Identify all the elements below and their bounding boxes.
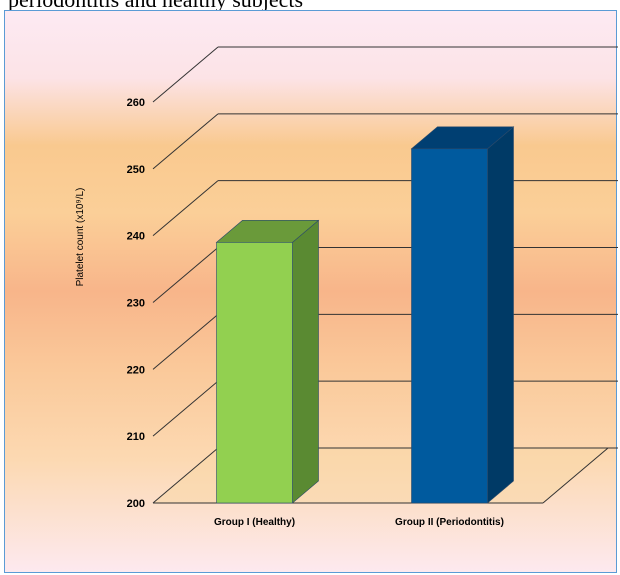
grid-diagonal-200 [152, 447, 219, 504]
bar-2 [410, 126, 515, 504]
x-category-label: Group II (Periodontitis) [395, 517, 504, 528]
y-axis-label: Platelet count (x10⁹/L) [75, 188, 86, 287]
bar-1 [215, 219, 320, 504]
y-tick-label: 200 [127, 498, 145, 510]
chart-caption: periodontitis and healthy subjects [8, 0, 303, 12]
grid-diagonal-250 [152, 113, 219, 170]
bar-side-face [292, 219, 319, 504]
bar-front-face [411, 148, 488, 504]
y-tick-label: 220 [127, 364, 145, 376]
chart-frame: 200 210 220 230 240 250 260 Group I (Healthy) G… [4, 10, 618, 573]
y-tick-label: 250 [127, 164, 145, 176]
grid-diagonal-240 [152, 180, 219, 237]
x-category-label: Group I (Healthy) [214, 517, 295, 528]
y-tick-label: 230 [127, 298, 145, 310]
grid-diagonal-260 [152, 46, 219, 103]
floor-right-edge [542, 447, 609, 504]
y-tick-label: 210 [127, 431, 145, 443]
y-tick-label: 260 [127, 97, 145, 109]
bar-front-face [216, 242, 293, 504]
grid-diagonal-210 [152, 380, 219, 437]
grid-diagonal-220 [152, 313, 219, 370]
bar-side-face [487, 126, 514, 504]
y-tick-label: 240 [127, 231, 145, 243]
bar-chart: 200 210 220 230 240 250 260 Group I (Healthy) G… [75, 46, 618, 528]
grid-diagonal-230 [152, 247, 219, 303]
